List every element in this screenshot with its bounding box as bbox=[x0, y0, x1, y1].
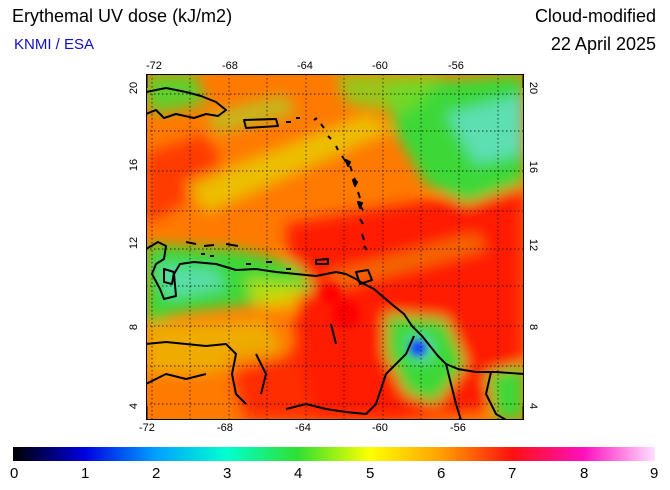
lon-tick-bottom: -68 bbox=[217, 422, 233, 434]
credit-label: KNMI / ESA bbox=[14, 36, 95, 53]
coastlines bbox=[146, 87, 524, 420]
lat-tick-right: 8 bbox=[527, 323, 540, 331]
lon-tick-top: -60 bbox=[372, 60, 388, 72]
lat-tick-right: 4 bbox=[527, 402, 540, 410]
uv-field bbox=[146, 74, 524, 420]
lat-tick-right: 12 bbox=[527, 238, 540, 252]
lon-tick-top: -64 bbox=[297, 60, 313, 72]
lon-tick-bottom: -56 bbox=[450, 422, 466, 434]
colorbar-label: 0 bbox=[10, 465, 19, 482]
map-grid bbox=[146, 74, 524, 420]
colorbar-label: 9 bbox=[650, 465, 659, 482]
lon-tick-bottom: -64 bbox=[295, 422, 311, 434]
lat-tick-left: 4 bbox=[128, 402, 141, 410]
mode-label: Cloud-modified bbox=[534, 6, 656, 26]
lon-tick-top: -56 bbox=[448, 60, 464, 72]
colorbar-label: 3 bbox=[223, 465, 232, 482]
colorbar-label: 4 bbox=[294, 465, 303, 482]
lon-tick-top: -68 bbox=[222, 60, 238, 72]
colorbar-label: 1 bbox=[81, 465, 90, 482]
date-label: 22 April 2025 bbox=[550, 34, 656, 54]
lon-tick-top: -72 bbox=[146, 60, 162, 72]
map-title: Erythemal UV dose (kJ/m2) bbox=[12, 6, 233, 26]
lat-tick-right: 20 bbox=[527, 81, 540, 95]
lon-tick-bottom: -72 bbox=[139, 422, 155, 434]
lat-tick-right: 16 bbox=[527, 160, 540, 174]
colorbar-label: 5 bbox=[366, 465, 375, 482]
colorbar-label: 8 bbox=[580, 465, 589, 482]
colorbar bbox=[13, 447, 655, 461]
lon-tick-bottom: -60 bbox=[372, 422, 388, 434]
lat-tick-left: 16 bbox=[128, 158, 141, 172]
lat-tick-left: 8 bbox=[128, 323, 141, 331]
lat-tick-left: 20 bbox=[128, 81, 141, 95]
colorbar-label: 6 bbox=[437, 465, 446, 482]
uv-dose-map bbox=[146, 74, 524, 420]
colorbar-gradient bbox=[13, 447, 655, 461]
map-frame bbox=[146, 74, 524, 420]
colorbar-label: 2 bbox=[152, 465, 161, 482]
colorbar-label: 7 bbox=[508, 465, 517, 482]
lat-tick-left: 12 bbox=[128, 236, 141, 250]
